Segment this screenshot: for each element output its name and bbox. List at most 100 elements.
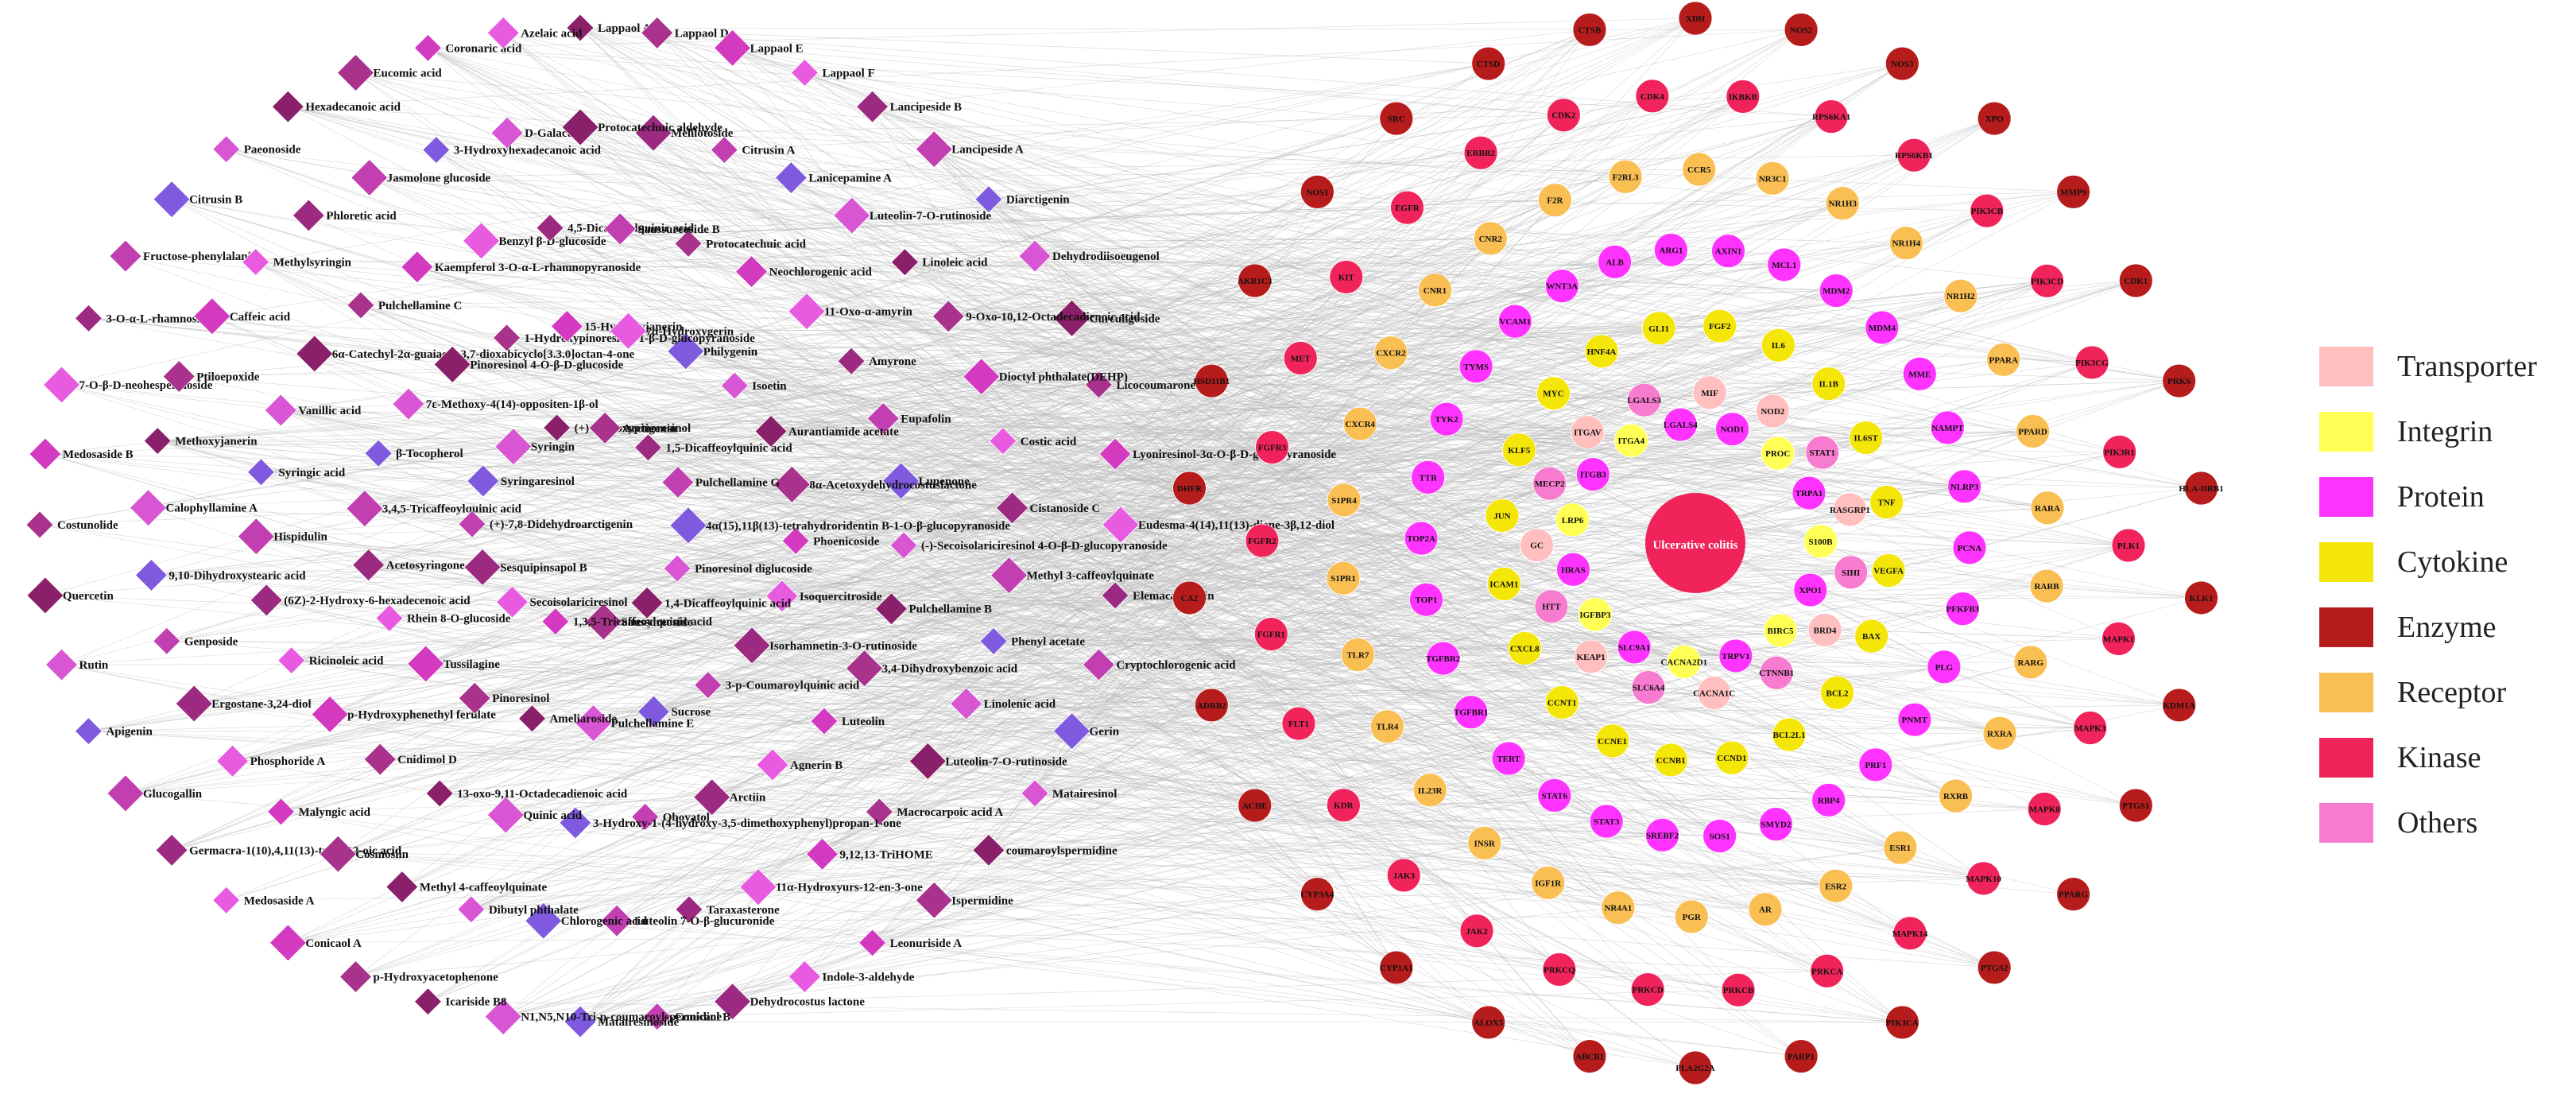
edge xyxy=(266,17,1696,601)
edge xyxy=(685,351,1555,796)
compound-node-1-hydroxypinoresinol-1-d-glucopyranoside xyxy=(492,324,521,352)
edge xyxy=(822,854,1396,968)
compound-label: Melilotoside xyxy=(671,127,734,140)
edge xyxy=(45,453,1911,934)
target-node-top2a xyxy=(1404,521,1439,556)
compound-label: Ergostane-3,24-diol xyxy=(211,698,311,711)
edge xyxy=(172,199,1915,720)
compound-label: Ricinoleic acid xyxy=(309,655,384,668)
target-node-s1pr4 xyxy=(1327,483,1362,518)
edge xyxy=(685,351,1190,489)
compound-label: 11α-Hydroxyurs-12-en-3-one xyxy=(776,882,923,894)
compound-label: Saussureoside xyxy=(621,616,692,629)
target-label: TNF xyxy=(1878,499,1896,508)
edge xyxy=(364,116,1832,509)
edge xyxy=(171,176,1626,851)
target-label: ITGB3 xyxy=(1580,471,1607,480)
compound-label: Costic acid xyxy=(1021,436,1077,448)
compound-label: Luteolin xyxy=(842,716,885,728)
edge xyxy=(1114,595,1471,712)
edge xyxy=(685,351,1263,541)
target-node-ar xyxy=(1748,892,1783,927)
compound-node-luteolin-7-o-glucuronide xyxy=(600,904,633,937)
legend-item-receptor: Receptor xyxy=(2319,660,2566,725)
target-node-akr1c3 xyxy=(1238,263,1273,298)
edge xyxy=(579,27,1361,425)
target-node-nr3c1 xyxy=(1755,161,1790,196)
target-label: CDK2 xyxy=(1551,111,1575,121)
edge xyxy=(757,795,1555,887)
compound-label: Cnidimol D xyxy=(397,754,457,766)
edge xyxy=(657,33,1525,649)
compound-label: Pinoresinol diglucoside xyxy=(695,563,812,576)
compound-label: Apigenin xyxy=(106,726,153,739)
compound-node-1-3-5-tricaffeoylquinic-acid xyxy=(541,607,570,636)
compound-node-syringin xyxy=(494,428,533,466)
target-label: BAX xyxy=(1862,632,1881,642)
compound-label: Lappaol E xyxy=(750,42,804,55)
target-label: INSR xyxy=(1474,839,1495,848)
target-node-kdm1a xyxy=(2162,688,2197,723)
compound-node-icariside-b8 xyxy=(413,987,442,1016)
edge xyxy=(475,250,1671,699)
legend-item-protein: Protein xyxy=(2319,464,2566,530)
legend-swatch xyxy=(2319,412,2373,452)
edge xyxy=(605,281,2047,429)
compound-label: p-Hydroxyacetophenone xyxy=(374,972,499,984)
edge xyxy=(707,352,1392,685)
edge xyxy=(804,894,1318,977)
compound-node-13-oxo-9-11-octadecadienoic-acid xyxy=(425,779,454,808)
edge xyxy=(1034,437,1866,794)
edge xyxy=(804,72,1346,277)
compound-node-4-15-11-13-tetrahydroridentin-b-1-o-gluc xyxy=(669,506,707,545)
target-node-f2rl3 xyxy=(1608,159,1643,194)
edge xyxy=(688,17,1696,526)
compound-node-3-4-5-tricaffeoylquinic-acid xyxy=(346,490,384,528)
edge xyxy=(903,545,1318,894)
target-node-vcam1 xyxy=(1497,304,1532,339)
legend-label: Receptor xyxy=(2397,676,2507,709)
legend-label: Kinase xyxy=(2397,741,2481,774)
compound-label: 1,5-Dicaffeoylquinic acid xyxy=(666,442,793,455)
edge xyxy=(677,482,2129,546)
compound-label: Leonuriside A xyxy=(890,937,963,950)
compound-label: Malyngic acid xyxy=(299,806,371,819)
target-label: TGFBR1 xyxy=(1454,708,1488,718)
edge xyxy=(389,618,1607,822)
edge xyxy=(567,96,1743,327)
edge xyxy=(255,262,1827,972)
target-label: AKR1C3 xyxy=(1238,277,1273,286)
compound-node-malyngic-acid xyxy=(266,797,296,826)
compound-node-8-acetoxydehydrocostuslactone xyxy=(773,465,811,503)
edge xyxy=(823,720,1255,806)
compound-label: Protocatechuic aldehyde xyxy=(598,122,722,134)
edge xyxy=(732,48,1948,429)
target-node-itgav xyxy=(1571,415,1605,450)
edge xyxy=(1098,638,2119,665)
edge xyxy=(1002,203,1843,442)
edge xyxy=(338,853,1995,968)
target-node-cacna1c xyxy=(1697,676,1732,711)
target-label: SMYD2 xyxy=(1761,820,1791,830)
target-node-cacna2d1 xyxy=(1667,644,1702,679)
compound-node-conicaol-a xyxy=(269,924,307,962)
edge xyxy=(482,359,2004,568)
compound-label: Taraxasterone xyxy=(707,904,780,917)
target-node-trpv1 xyxy=(1718,638,1753,673)
edge xyxy=(645,515,1503,817)
edge xyxy=(620,228,1477,367)
target-node-alox5 xyxy=(1471,1005,1506,1040)
edge xyxy=(653,344,1779,712)
edge xyxy=(281,811,1489,1023)
compound-label: coumaroylspermidine xyxy=(1006,844,1118,857)
edge xyxy=(879,116,1832,813)
edge xyxy=(1034,487,2202,794)
target-label: PROC xyxy=(1765,449,1790,459)
edge xyxy=(148,328,1660,508)
compound-node-lappaol-a xyxy=(566,14,595,42)
compound-label: Medosaside B xyxy=(63,448,134,461)
edge xyxy=(603,621,1736,657)
target-label: STAT1 xyxy=(1809,448,1835,458)
target-label: PLG xyxy=(1935,663,1954,673)
edge xyxy=(872,106,1778,454)
